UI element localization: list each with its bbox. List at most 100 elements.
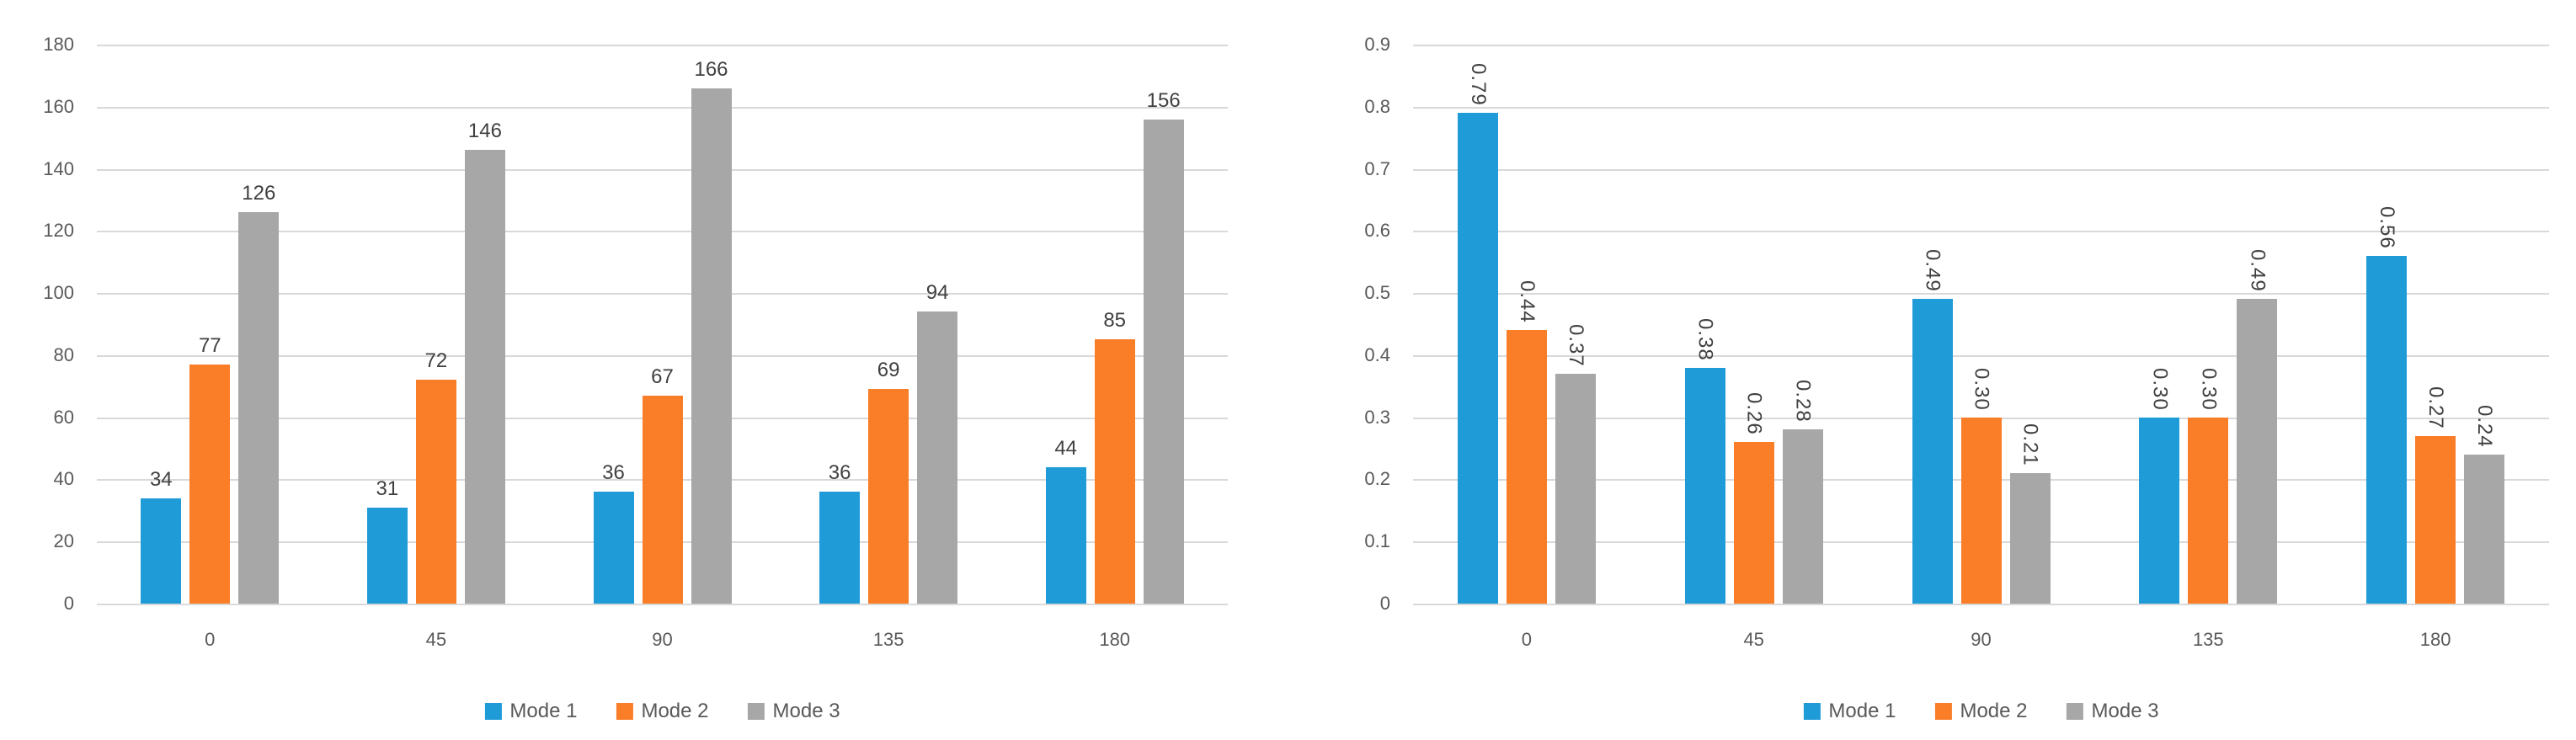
bar-mode2-cat0: 77 [189, 334, 231, 604]
legend-swatch-icon [484, 703, 502, 720]
bar-mode2-cat180: 85 [1094, 309, 1135, 604]
bar-mode1-cat135: 36 [819, 461, 861, 604]
plot-area: 0.79 0.44 0.37 0.38 0.26 0.28 0.49 0.30 0.21 0.30… [1413, 45, 2549, 605]
legend-item-mode-3: Mode 3 [2066, 700, 2159, 723]
legend-label: Mode 2 [1960, 700, 2028, 722]
data-label: 77 [198, 334, 221, 357]
bar-mode3-cat135: 94 [917, 281, 958, 604]
y-axis-tick-label: 20 [53, 530, 74, 552]
bar-mode1-cat0: 34 [141, 468, 182, 604]
data-label: 146 [467, 120, 502, 142]
legend-item-mode-1: Mode 1 [1803, 700, 1896, 723]
bar-mode1-cat180: 44 [1045, 437, 1086, 604]
data-label: 85 [1103, 309, 1127, 332]
y-axis-tick-label: 80 [53, 343, 74, 365]
data-label: 44 [1054, 437, 1078, 460]
gridline [97, 45, 1228, 46]
data-label: 0.21 [2019, 423, 2042, 466]
x-axis-category-label: 45 [1743, 629, 1764, 650]
y-axis-tick-label: 0.2 [1364, 468, 1390, 490]
bar-mode1-cat45: 0.38 [1684, 318, 1725, 604]
legend-label: Mode 3 [2091, 700, 2159, 722]
legend-label: Mode 1 [509, 700, 578, 722]
bar-mode3-cat90: 166 [691, 58, 732, 604]
bar-chart-left: 34 77 126 31 72 146 36 67 166 36 69 94 44 85 156 0 20 40 6… [43, 34, 1228, 723]
bar-mode1-cat90: 36 [593, 461, 634, 604]
y-axis-tick-label: 0.7 [1364, 157, 1390, 179]
bar-mode3-cat90: 0.21 [2009, 423, 2051, 604]
x-axis-category-label: 180 [2419, 629, 2451, 650]
data-label: 0.49 [1921, 249, 1944, 292]
data-label: 166 [694, 58, 728, 81]
legend-swatch-icon [747, 703, 765, 720]
gridline [97, 354, 1228, 357]
data-label: 0.28 [1791, 380, 1815, 423]
data-label: 69 [877, 359, 900, 381]
bar-mode2-cat180: 0.27 [2415, 386, 2456, 604]
bar-mode1-cat45: 31 [366, 477, 408, 604]
data-label: 0.56 [2376, 206, 2399, 249]
bar-mode2-cat45: 0.26 [1733, 392, 1774, 604]
bar-mode1-cat90: 0.49 [1912, 249, 1953, 604]
data-label: 36 [828, 461, 851, 484]
gridline [1413, 45, 2549, 46]
y-axis-tick-label: 160 [43, 95, 74, 117]
bar-mode3-cat45: 146 [464, 120, 505, 604]
bar-mode2-cat135: 69 [868, 359, 909, 604]
y-axis-tick-label: 0.6 [1364, 220, 1390, 242]
gridline [1413, 231, 2549, 233]
x-axis-category-label: 0 [205, 629, 216, 650]
data-label: 31 [376, 477, 399, 500]
y-axis-tick-label: 40 [53, 468, 74, 490]
x-axis-category-label: 135 [2192, 629, 2224, 650]
legend-item-mode-2: Mode 2 [616, 700, 709, 723]
data-label: 0.38 [1693, 318, 1717, 361]
x-axis-category-label: 0 [1521, 629, 1533, 650]
bar-mode2-cat135: 0.30 [2188, 368, 2229, 604]
data-label: 0.24 [2473, 405, 2497, 448]
x-axis-category-label: 180 [1099, 629, 1131, 650]
bar-mode1-cat0: 0.79 [1457, 63, 1498, 604]
data-label: 72 [424, 349, 448, 372]
bar-mode3-cat0: 0.37 [1555, 324, 1596, 604]
data-label: 0.30 [2197, 368, 2221, 411]
data-label: 0.27 [2424, 386, 2448, 429]
legend-swatch-icon [616, 703, 633, 720]
y-axis-tick-label: 0 [63, 593, 74, 614]
plot-area: 34 77 126 31 72 146 36 67 166 36 69 94 44 85 156 [97, 45, 1228, 605]
legend-item-mode-1: Mode 1 [484, 700, 577, 723]
y-axis-tick-label: 0.3 [1364, 406, 1390, 428]
data-label: 0.49 [2246, 249, 2269, 292]
legend-swatch-icon [1934, 703, 1952, 720]
y-axis-tick-label: 0.8 [1364, 95, 1390, 117]
data-label: 34 [149, 468, 173, 491]
y-axis-tick-label: 0.4 [1364, 343, 1390, 365]
data-label: 0.37 [1564, 324, 1587, 367]
data-label: 0.79 [1466, 63, 1490, 106]
legend: Mode 1 Mode 2 Mode 3 [484, 700, 840, 723]
legend-item-mode-3: Mode 3 [747, 700, 840, 723]
bar-mode1-cat135: 0.30 [2139, 368, 2180, 604]
y-axis-tick-label: 100 [43, 282, 74, 304]
gridline [97, 231, 1228, 233]
bar-mode2-cat45: 72 [415, 349, 456, 604]
gridline [97, 293, 1228, 295]
y-axis-tick-label: 60 [53, 406, 74, 428]
x-axis-category-label: 135 [872, 629, 904, 650]
bar-mode3-cat135: 0.49 [2237, 249, 2278, 604]
y-axis-tick-label: 0.9 [1364, 34, 1390, 55]
gridline [1413, 168, 2549, 171]
x-axis-category-label: 90 [1971, 629, 1992, 650]
data-label: 0.30 [1970, 368, 1993, 411]
gridline [1413, 106, 2549, 109]
bar-mode3-cat0: 126 [238, 182, 280, 604]
bar-mode3-cat180: 0.24 [2464, 405, 2505, 604]
bar-mode3-cat180: 156 [1143, 89, 1184, 604]
legend-item-mode-2: Mode 2 [1934, 700, 2028, 723]
gridline [1413, 354, 2549, 357]
gridline [1413, 293, 2549, 295]
y-axis-tick-label: 180 [43, 34, 74, 55]
legend-label: Mode 3 [772, 700, 840, 722]
data-label: 0.30 [2148, 368, 2172, 411]
bar-mode2-cat90: 67 [642, 365, 683, 604]
